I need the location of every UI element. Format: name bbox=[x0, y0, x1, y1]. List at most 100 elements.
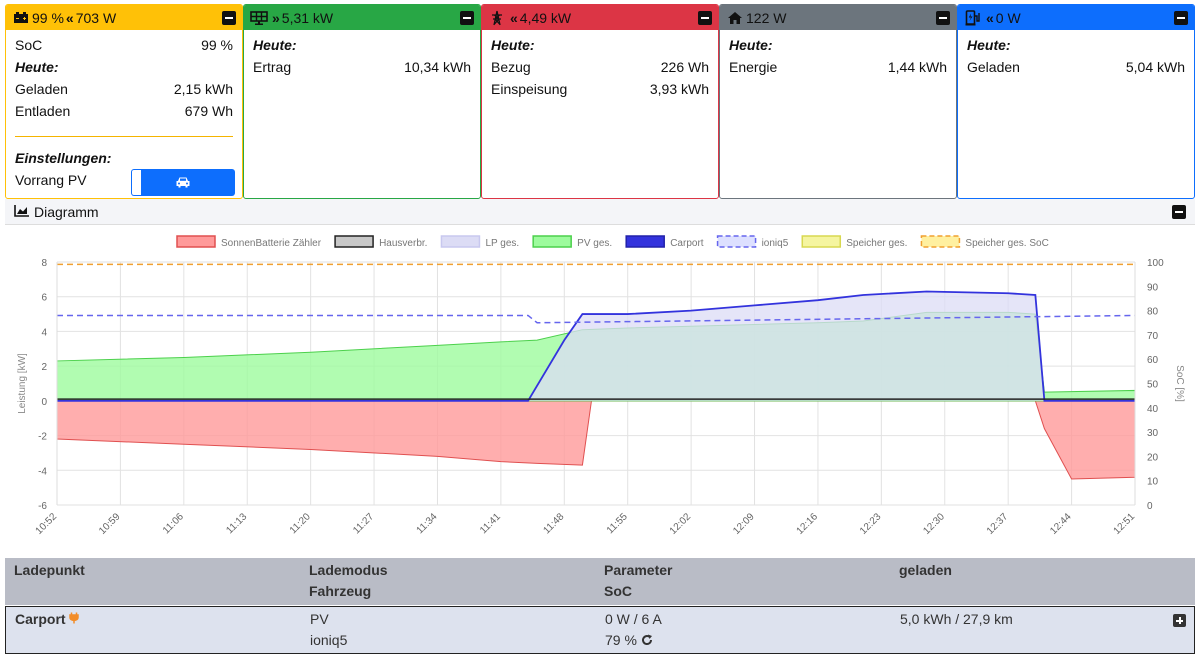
series-battery-meter bbox=[56, 400, 1136, 480]
discharge-arrows-icon: « bbox=[65, 9, 74, 26]
charged-value: 5,0 kWh / 27,9 km bbox=[900, 611, 1013, 627]
charging-station-icon bbox=[964, 9, 982, 26]
x-tick-label: 11:27 bbox=[351, 511, 376, 536]
charging-arrows-icon: « bbox=[986, 9, 994, 26]
x-tick-label: 11:48 bbox=[541, 511, 566, 536]
x-tick-label: 11:13 bbox=[224, 511, 249, 536]
y-axis-label: Leistung [kW] bbox=[17, 353, 28, 414]
col-mode: Lademodus bbox=[309, 562, 388, 578]
soc-value: 79 % bbox=[605, 632, 637, 648]
series-carport bbox=[57, 290, 1135, 402]
battery-soc-header: 99 % bbox=[32, 9, 64, 26]
y2-tick-label: 10 bbox=[1147, 477, 1159, 488]
collapse-icon[interactable] bbox=[1172, 204, 1186, 219]
import-value: 226 Wh bbox=[660, 59, 709, 75]
legend-label: LP ges. bbox=[485, 238, 519, 249]
house-card: 122 W Heute: Energie 1,44 kWh bbox=[719, 4, 957, 199]
y-tick-label: -2 bbox=[38, 432, 47, 443]
series-ioniq5-soc bbox=[57, 314, 1136, 324]
diagram-header: Diagramm bbox=[5, 199, 1195, 225]
col-chargepoint: Ladepunkt bbox=[14, 562, 85, 578]
y2-tick-label: 50 bbox=[1147, 380, 1159, 391]
discharged-label: Entladen bbox=[15, 103, 71, 119]
charged-value: 5,04 kWh bbox=[1125, 59, 1185, 75]
chargepoint-table-header: Ladepunkt Lademodus Fahrzeug Parameter S… bbox=[5, 558, 1195, 605]
soc-label: SoC bbox=[15, 37, 43, 53]
area-chart-icon bbox=[14, 204, 30, 220]
charged-label: Geladen bbox=[967, 59, 1020, 75]
x-tick-label: 11:34 bbox=[415, 511, 440, 536]
yield-row: Ertrag 10,34 kWh bbox=[253, 56, 471, 78]
legend-label: ioniq5 bbox=[762, 238, 789, 249]
battery-card-header: 99 % « 703 W bbox=[6, 5, 242, 30]
y2-tick-label: 60 bbox=[1147, 355, 1159, 366]
mode-value[interactable]: PV bbox=[310, 611, 329, 627]
discharged-row: Entladen 679 Wh bbox=[15, 100, 233, 122]
col-vehicle: Fahrzeug bbox=[309, 583, 372, 599]
col-charged: geladen bbox=[899, 562, 952, 578]
y2-tick-label: 20 bbox=[1147, 452, 1159, 463]
today-heading: Heute: bbox=[253, 37, 297, 53]
table-row[interactable]: Carport PV ioniq5 0 W / 6 A 79 % 5,0 kWh… bbox=[5, 606, 1195, 654]
x-tick-label: 12:37 bbox=[985, 511, 1011, 537]
soc-row: SoC 99 % bbox=[15, 34, 233, 56]
x-tick-label: 11:41 bbox=[478, 511, 503, 536]
discharged-value: 679 Wh bbox=[184, 103, 233, 119]
toggle-knob bbox=[132, 170, 141, 195]
legend-label: Speicher ges. bbox=[846, 238, 907, 249]
yield-value: 10,34 kWh bbox=[404, 59, 471, 75]
y-tick-label: -6 bbox=[38, 501, 47, 512]
refresh-icon[interactable] bbox=[641, 631, 653, 652]
collapse-icon[interactable] bbox=[1174, 10, 1188, 25]
y2-tick-label: 70 bbox=[1147, 331, 1159, 342]
solar-panel-icon bbox=[250, 10, 268, 26]
legend-swatch bbox=[625, 235, 665, 248]
collapse-icon[interactable] bbox=[936, 10, 950, 25]
collapse-icon[interactable] bbox=[698, 10, 712, 25]
grid-power-header: 4,49 kW bbox=[519, 9, 572, 26]
diagram-title: Diagramm bbox=[34, 203, 99, 220]
energy-label: Energie bbox=[729, 59, 778, 75]
y-tick-label: 6 bbox=[41, 293, 47, 304]
legend-swatch bbox=[801, 235, 842, 248]
y2-tick-label: 80 bbox=[1147, 307, 1159, 318]
home-icon bbox=[726, 10, 744, 26]
battery-icon bbox=[12, 10, 30, 26]
expand-icon[interactable] bbox=[1173, 614, 1186, 627]
settings-heading: Einstellungen: bbox=[15, 150, 112, 166]
soc-value: 99 % bbox=[201, 37, 233, 53]
legend-label: SonnenBatterie Zähler bbox=[221, 238, 322, 249]
chart-svg: -6 -4 -2 0 2 4 6 8 10:52 10:59 11:06 11:13 11:20 11:2… bbox=[17, 235, 1185, 537]
chargepoint-name: Carport bbox=[15, 609, 80, 630]
priority-toggle[interactable] bbox=[131, 169, 235, 196]
charged-row: Geladen 5,04 kWh bbox=[967, 56, 1185, 78]
chargepoint-label: Carport bbox=[15, 611, 66, 627]
legend-label: PV ges. bbox=[577, 238, 612, 249]
legend-swatch bbox=[920, 235, 961, 248]
legend-swatch bbox=[440, 235, 481, 248]
legend-label: Speicher ges. SoC bbox=[965, 238, 1048, 249]
col-parameter: Parameter bbox=[604, 562, 673, 578]
y-tick-label: 4 bbox=[41, 327, 47, 338]
charged-label: Geladen bbox=[15, 81, 68, 97]
charge-card-header: « 0 W bbox=[958, 5, 1194, 30]
divider bbox=[15, 136, 233, 137]
y-tick-label: 2 bbox=[41, 362, 47, 373]
house-card-header: 122 W bbox=[720, 5, 956, 30]
power-chart: -6 -4 -2 0 2 4 6 8 10:52 10:59 11:06 11:13 11:20 11:2… bbox=[5, 226, 1195, 556]
house-power-header: 122 W bbox=[746, 9, 787, 26]
y-tick-label: 0 bbox=[41, 397, 47, 408]
x-tick-label: 12:23 bbox=[858, 511, 884, 537]
energy-value: 1,44 kWh bbox=[887, 59, 947, 75]
battery-card: 99 % « 703 W SoC 99 % Heute: Geladen 2,1… bbox=[5, 4, 243, 199]
collapse-icon[interactable] bbox=[460, 10, 474, 25]
pv-power-header: 5,31 kW bbox=[281, 9, 334, 26]
legend-swatch bbox=[334, 235, 374, 248]
export-value: 3,93 kWh bbox=[649, 81, 709, 97]
battery-power-header: 703 W bbox=[75, 9, 117, 26]
charge-power-header: 0 W bbox=[995, 9, 1021, 26]
legend-swatch bbox=[532, 235, 572, 248]
priority-label: Vorrang PV bbox=[15, 172, 87, 188]
collapse-icon[interactable] bbox=[222, 10, 236, 25]
y-tick-label: -4 bbox=[38, 466, 47, 477]
